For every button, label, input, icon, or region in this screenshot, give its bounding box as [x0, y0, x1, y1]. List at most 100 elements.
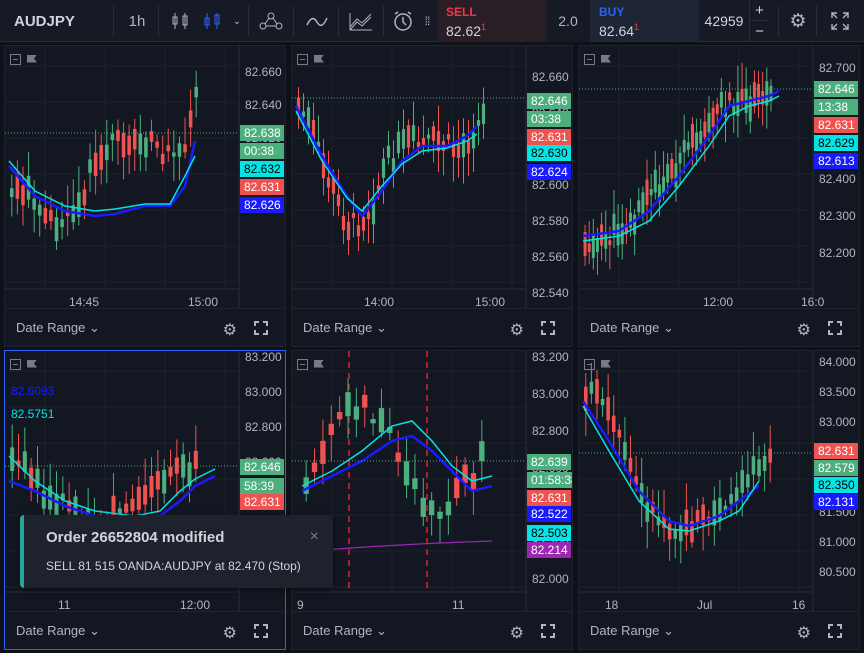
candle-body	[682, 140, 686, 153]
candle-body	[336, 412, 343, 420]
flag-icon[interactable]	[314, 55, 324, 65]
collapse-icon[interactable]	[10, 359, 21, 370]
candle-body	[686, 142, 690, 150]
candle-body	[149, 475, 154, 498]
settings-gear-icon[interactable]: ⚙	[796, 625, 811, 642]
collapse-icon[interactable]	[297, 359, 308, 370]
candle-body	[600, 398, 605, 406]
candle-body	[149, 131, 154, 142]
flag-icon[interactable]	[27, 55, 37, 65]
chevron-down-icon[interactable]: ⌄	[232, 15, 242, 27]
candles-chart-icon[interactable]	[166, 0, 194, 42]
maximize-icon[interactable]	[541, 624, 555, 638]
candle-body	[124, 503, 129, 513]
price-badge	[240, 161, 284, 177]
settings-gear-icon[interactable]: ⚙	[509, 625, 524, 642]
chevron-down-icon: ⌄	[89, 622, 100, 638]
flag-icon[interactable]	[601, 55, 611, 65]
close-icon[interactable]: ×	[309, 528, 319, 545]
collapse-icon[interactable]	[584, 54, 595, 65]
interval-button[interactable]: 1h	[128, 12, 146, 30]
price-badge-label: 00:38	[244, 144, 274, 158]
chart-canvas[interactable]: 82.66082.64082.62082.60014:4515:0082.638…	[5, 46, 285, 308]
chart-canvas[interactable]: 82.66082.64082.62082.60082.58082.56082.5…	[292, 46, 572, 308]
price-tick-label: 83.000	[245, 385, 282, 399]
alert-clock-icon[interactable]	[390, 0, 416, 42]
date-range-button[interactable]: Date Range ⌄	[303, 622, 387, 638]
date-range-button[interactable]: Date Range ⌄	[16, 319, 100, 335]
flag-icon[interactable]	[601, 360, 611, 370]
chart-pane-1[interactable]: 82.66082.64082.62082.60014:4515:0082.638…	[4, 45, 286, 347]
candle-body	[734, 487, 739, 503]
collapse-icon[interactable]	[10, 54, 21, 65]
price-badge-label: 82.214	[531, 543, 568, 557]
compare-icon[interactable]	[256, 0, 286, 42]
candle-body	[370, 419, 376, 424]
candle-body	[617, 429, 622, 438]
candle-body	[346, 221, 351, 241]
candle-body	[651, 501, 655, 513]
chart-canvas[interactable]: 82.70082.60082.50082.40082.30082.20012:0…	[579, 46, 859, 308]
chart-pane-2[interactable]: 82.66082.64082.62082.60082.58082.56082.5…	[291, 45, 573, 347]
chart-pane-5[interactable]: 83.20083.00082.80082.60082.40082.20082.0…	[291, 350, 573, 650]
candle-body	[162, 469, 167, 494]
candle-body	[67, 500, 72, 512]
chart-canvas[interactable]: 83.20083.00082.80082.60082.40082.20082.0…	[292, 351, 572, 611]
candle-body	[666, 164, 670, 183]
symbol-button[interactable]: AUDJPY	[14, 12, 75, 30]
quantity-plus-button[interactable]: +	[749, 0, 769, 21]
quantity-input[interactable]: 42959	[704, 13, 744, 29]
chart-pane-4[interactable]: 83.20083.00082.80082.60082.40082.2001112…	[4, 350, 286, 650]
fullscreen-icon[interactable]	[826, 0, 854, 42]
date-range-button[interactable]: Date Range ⌄	[590, 319, 674, 335]
time-tick-label: 11	[452, 598, 465, 611]
settings-gear-icon[interactable]: ⚙	[222, 322, 237, 339]
date-range-button[interactable]: Date Range ⌄	[590, 622, 674, 638]
settings-gear-icon[interactable]: ⚙	[509, 322, 524, 339]
settings-gear-icon[interactable]: ⚙	[789, 10, 807, 32]
maximize-icon[interactable]	[254, 624, 268, 638]
quantity-minus-button[interactable]: −	[749, 21, 769, 42]
buy-button[interactable]: BUY 82.641	[590, 0, 699, 42]
bars-style-icon[interactable]	[198, 0, 226, 42]
maximize-icon[interactable]	[254, 321, 268, 335]
time-tick-label: 16	[792, 598, 806, 611]
price-badge	[240, 478, 284, 494]
date-range-button[interactable]: Date Range ⌄	[303, 319, 387, 335]
price-badge-label: 58:39	[244, 479, 274, 493]
indicators-icon[interactable]	[302, 0, 332, 42]
candle-body	[353, 406, 360, 420]
price-tick-label: 82.640	[245, 98, 282, 112]
candle-body	[695, 132, 699, 152]
chart-pane-3[interactable]: 82.70082.60082.50082.40082.30082.20012:0…	[578, 45, 860, 347]
maximize-icon[interactable]	[828, 624, 842, 638]
chart-canvas[interactable]: 84.00083.50083.00082.50082.00081.50081.0…	[579, 351, 859, 611]
candle-body	[623, 442, 627, 460]
date-range-button[interactable]: Date Range ⌄	[16, 622, 100, 638]
candle-body	[401, 129, 406, 149]
drag-handle-icon[interactable]: ⁞⁞	[424, 14, 431, 28]
notification-message: SELL 81 515 OANDA:AUDJPY at 82.470 (Stop…	[46, 559, 301, 573]
candle-body	[326, 177, 331, 188]
flag-icon[interactable]	[314, 360, 324, 370]
candle-body	[336, 194, 341, 207]
price-badge-label: 82.639	[531, 455, 568, 469]
candle-body	[172, 152, 176, 157]
maximize-icon[interactable]	[541, 321, 555, 335]
chart-pane-6[interactable]: 84.00083.50083.00082.50082.00081.50081.0…	[578, 350, 860, 650]
templates-icon[interactable]	[345, 0, 377, 42]
price-badge	[814, 494, 858, 510]
sell-button[interactable]: SELL 82.621	[437, 0, 546, 42]
settings-gear-icon[interactable]: ⚙	[222, 625, 237, 642]
settings-gear-icon[interactable]: ⚙	[796, 322, 811, 339]
collapse-icon[interactable]	[584, 359, 595, 370]
price-tick-label: 82.540	[532, 286, 569, 300]
candle-body	[765, 81, 769, 106]
candle-body	[748, 96, 752, 122]
flag-icon[interactable]	[27, 360, 37, 370]
candle-body	[351, 212, 356, 219]
candle-body	[471, 132, 476, 149]
collapse-icon[interactable]	[297, 54, 308, 65]
candle-body	[99, 144, 103, 170]
maximize-icon[interactable]	[828, 321, 842, 335]
